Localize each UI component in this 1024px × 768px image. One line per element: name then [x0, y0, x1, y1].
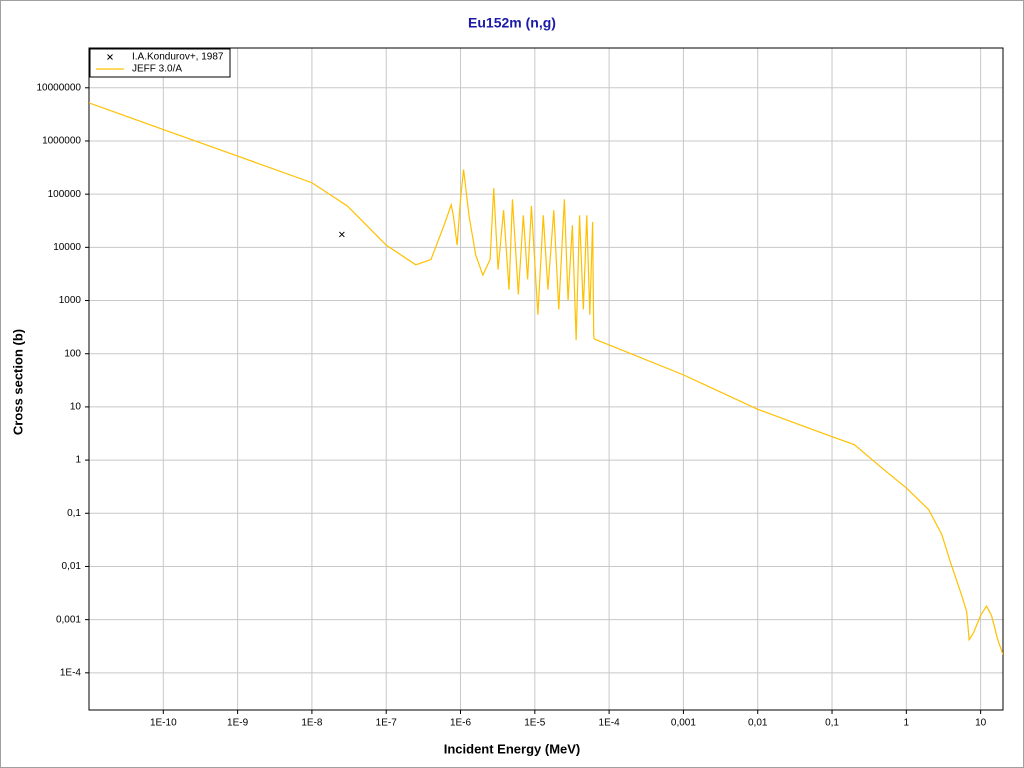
line-series	[89, 102, 1003, 655]
y-tick-label: 0,1	[67, 508, 81, 519]
y-tick-label: 0,001	[56, 614, 81, 625]
x-tick-label: 1	[904, 718, 910, 729]
x-tick-label: 1E-5	[524, 718, 546, 729]
scatter-point	[339, 231, 345, 238]
y-axis-label: Cross section (b)	[10, 329, 25, 435]
y-tick-label: 10	[70, 402, 82, 413]
legend-marker	[107, 54, 113, 60]
legend-box	[89, 48, 231, 78]
x-axis-label: Incident Energy (MeV)	[444, 741, 581, 756]
x-tick-label: 10	[975, 718, 987, 729]
x-tick-label: 1E-10	[150, 718, 177, 729]
x-tick-label: 1E-9	[227, 718, 249, 729]
x-tick-label: 0,01	[748, 718, 768, 729]
legend-label: JEFF 3.0/A	[132, 64, 182, 75]
plot-area	[88, 47, 1004, 711]
x-tick-label: 0,1	[825, 718, 839, 729]
x-tick-label: 0,001	[671, 718, 696, 729]
y-tick-label: 100	[64, 348, 81, 359]
x-tick-label: 1E-7	[376, 718, 398, 729]
x-tick-label: 1E-4	[599, 718, 621, 729]
y-tick-label: 10000000	[37, 82, 82, 93]
x-tick-label: 1E-8	[301, 718, 323, 729]
y-tick-label: 0,01	[62, 561, 82, 572]
legend-label: I.A.Kondurov+, 1987	[132, 52, 224, 63]
y-tick-label: 1	[75, 455, 81, 466]
y-tick-label: 1000	[59, 295, 82, 306]
chart-title: Eu152m (n,g)	[468, 15, 556, 31]
y-tick-label: 1000000	[42, 136, 81, 147]
y-tick-label: 10000	[53, 242, 81, 253]
y-tick-label: 100000	[48, 189, 82, 200]
y-tick-label: 1E-4	[60, 667, 82, 678]
x-tick-label: 1E-6	[450, 718, 472, 729]
